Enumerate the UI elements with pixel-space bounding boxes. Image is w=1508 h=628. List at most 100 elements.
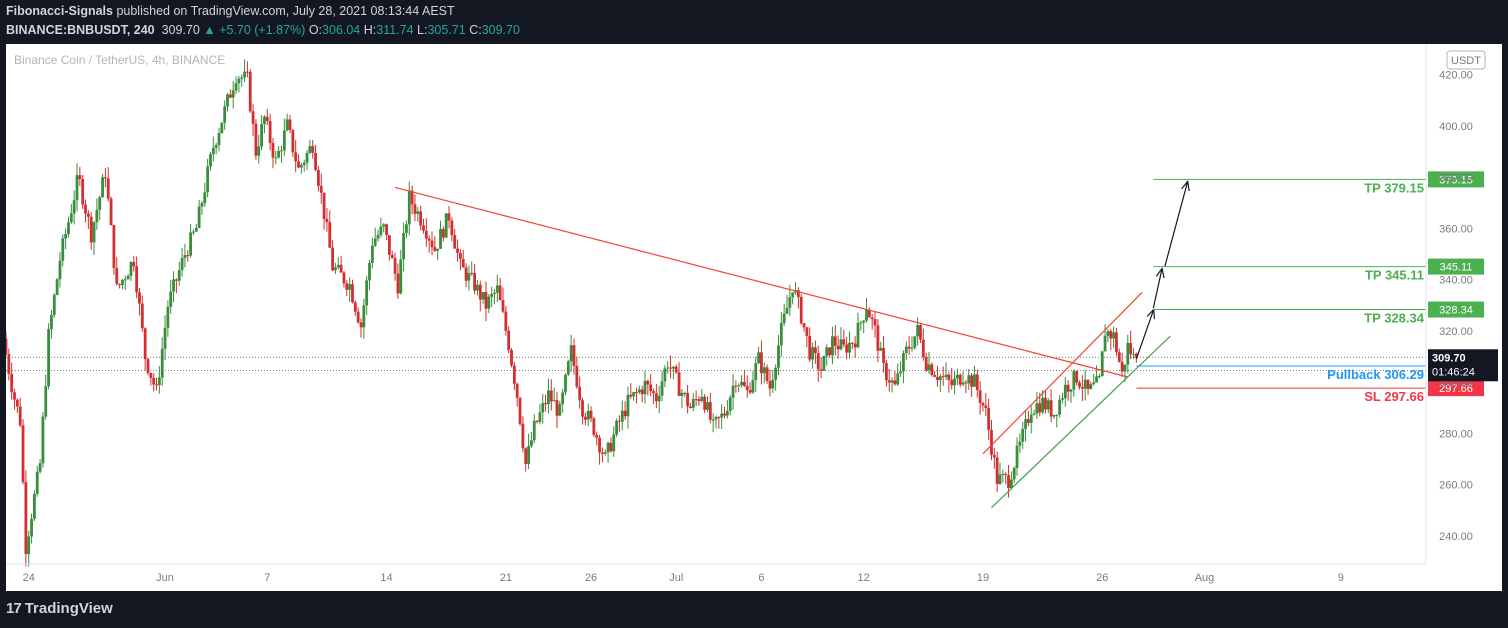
candle-body <box>280 150 283 152</box>
candle-body <box>373 238 377 246</box>
candle-body <box>589 410 593 419</box>
currency-badge-box[interactable] <box>1446 50 1486 70</box>
candle-body <box>1092 382 1096 385</box>
candle-body <box>424 230 428 239</box>
candle-body <box>1029 414 1033 423</box>
candle-body <box>657 395 661 402</box>
candle-body <box>1089 384 1093 389</box>
candle-body <box>351 284 354 303</box>
candle-body <box>115 267 119 284</box>
publisher-name[interactable]: Fibonacci-Signals <box>6 4 113 18</box>
candle-body <box>782 313 786 324</box>
candle-body <box>819 369 823 371</box>
candle-body <box>953 378 956 386</box>
candle-body <box>825 347 829 357</box>
level-price-tag <box>1428 258 1484 275</box>
candle-body <box>24 482 28 555</box>
candle-body <box>200 203 204 207</box>
candle-body <box>89 216 93 243</box>
candle-body <box>1012 467 1016 480</box>
symbol-label[interactable]: BINANCE:BNBUSDT, 240 <box>6 23 155 37</box>
candle-body <box>393 258 397 274</box>
candle-body <box>84 204 87 214</box>
candle-body <box>620 410 624 422</box>
candle-body <box>487 296 491 309</box>
candle-body <box>495 285 499 293</box>
time-tick-label: 7 <box>264 572 270 584</box>
candle-body <box>288 119 292 130</box>
price-chart[interactable]: TP 379.15 379.15 TP 345.11 345.11 TP 328.34 3… <box>4 44 1502 591</box>
candle-body <box>402 232 405 260</box>
candle-body <box>155 384 158 386</box>
candle-body <box>459 252 462 259</box>
candle-body <box>652 391 655 394</box>
last-price-text: 309.70 <box>1432 352 1466 364</box>
candle-body <box>498 285 502 301</box>
candle-body <box>771 379 775 389</box>
candle-body <box>396 273 400 294</box>
candle-body <box>382 224 386 227</box>
candle-body <box>422 225 425 231</box>
candle-body <box>271 143 275 158</box>
candle-body <box>708 402 712 420</box>
candle-body <box>1038 403 1042 413</box>
candle-body <box>1066 384 1070 392</box>
chart-title: Binance Coin / TetherUS, 4h, BINANCE <box>14 53 225 67</box>
candle-body <box>501 300 505 312</box>
candle-body <box>950 379 954 386</box>
candle-body <box>916 325 920 337</box>
candle-body <box>439 228 442 249</box>
candle-body <box>50 314 53 330</box>
candle-body <box>930 364 934 376</box>
candle-body <box>410 190 414 205</box>
candle-body <box>180 258 184 271</box>
tradingview-logo[interactable]: 17 TradingView <box>6 600 113 617</box>
price-tick-label: 280.00 <box>1439 428 1473 440</box>
candle-body <box>75 175 79 201</box>
candle-body <box>160 348 164 378</box>
candle-body <box>274 157 278 159</box>
candle-body <box>123 279 127 281</box>
candle-body <box>532 420 536 441</box>
candle-body <box>910 347 914 349</box>
candle-body <box>629 394 633 397</box>
projection-arrow <box>1164 182 1188 268</box>
candle-body <box>850 342 854 344</box>
candle-body <box>308 146 312 153</box>
candle-body <box>433 247 437 251</box>
candle-body <box>887 380 891 383</box>
candle-body <box>805 327 809 336</box>
candle-body <box>282 130 286 151</box>
candle-body <box>745 385 749 391</box>
candle-body <box>603 452 607 454</box>
candle-body <box>561 392 565 405</box>
publish-text: published on TradingView.com, July 28, 2… <box>116 4 455 18</box>
candle-body <box>632 392 636 397</box>
candle-body <box>129 262 133 276</box>
candle-body <box>456 248 459 253</box>
candle-body <box>870 317 874 320</box>
price-change: ▲ +5.70 (+1.87%) <box>203 23 306 37</box>
candle-body <box>98 197 102 210</box>
candle-body <box>470 272 474 274</box>
candle-body <box>138 292 141 304</box>
candle-body <box>234 83 238 91</box>
time-tick-label: 6 <box>758 572 764 584</box>
candle-body <box>69 213 73 223</box>
candle-body <box>833 336 837 346</box>
candle-body <box>263 116 266 125</box>
level-label: Pullback 306.29 <box>1327 367 1424 382</box>
candle-body <box>549 390 553 402</box>
candle-body <box>816 353 820 370</box>
candle-body <box>1032 413 1036 415</box>
candle-body <box>183 255 187 259</box>
candle-body <box>768 380 772 389</box>
candle-body <box>15 399 19 407</box>
candle-body <box>578 386 582 401</box>
time-tick-label: 14 <box>380 572 392 584</box>
price-tick-label: 400.00 <box>1439 121 1473 133</box>
candle-body <box>649 384 653 392</box>
candle-body <box>220 122 224 134</box>
candle-body <box>226 94 229 107</box>
chart-panel[interactable]: TP 379.15 379.15 TP 345.11 345.11 TP 328.34 3… <box>4 44 1502 591</box>
